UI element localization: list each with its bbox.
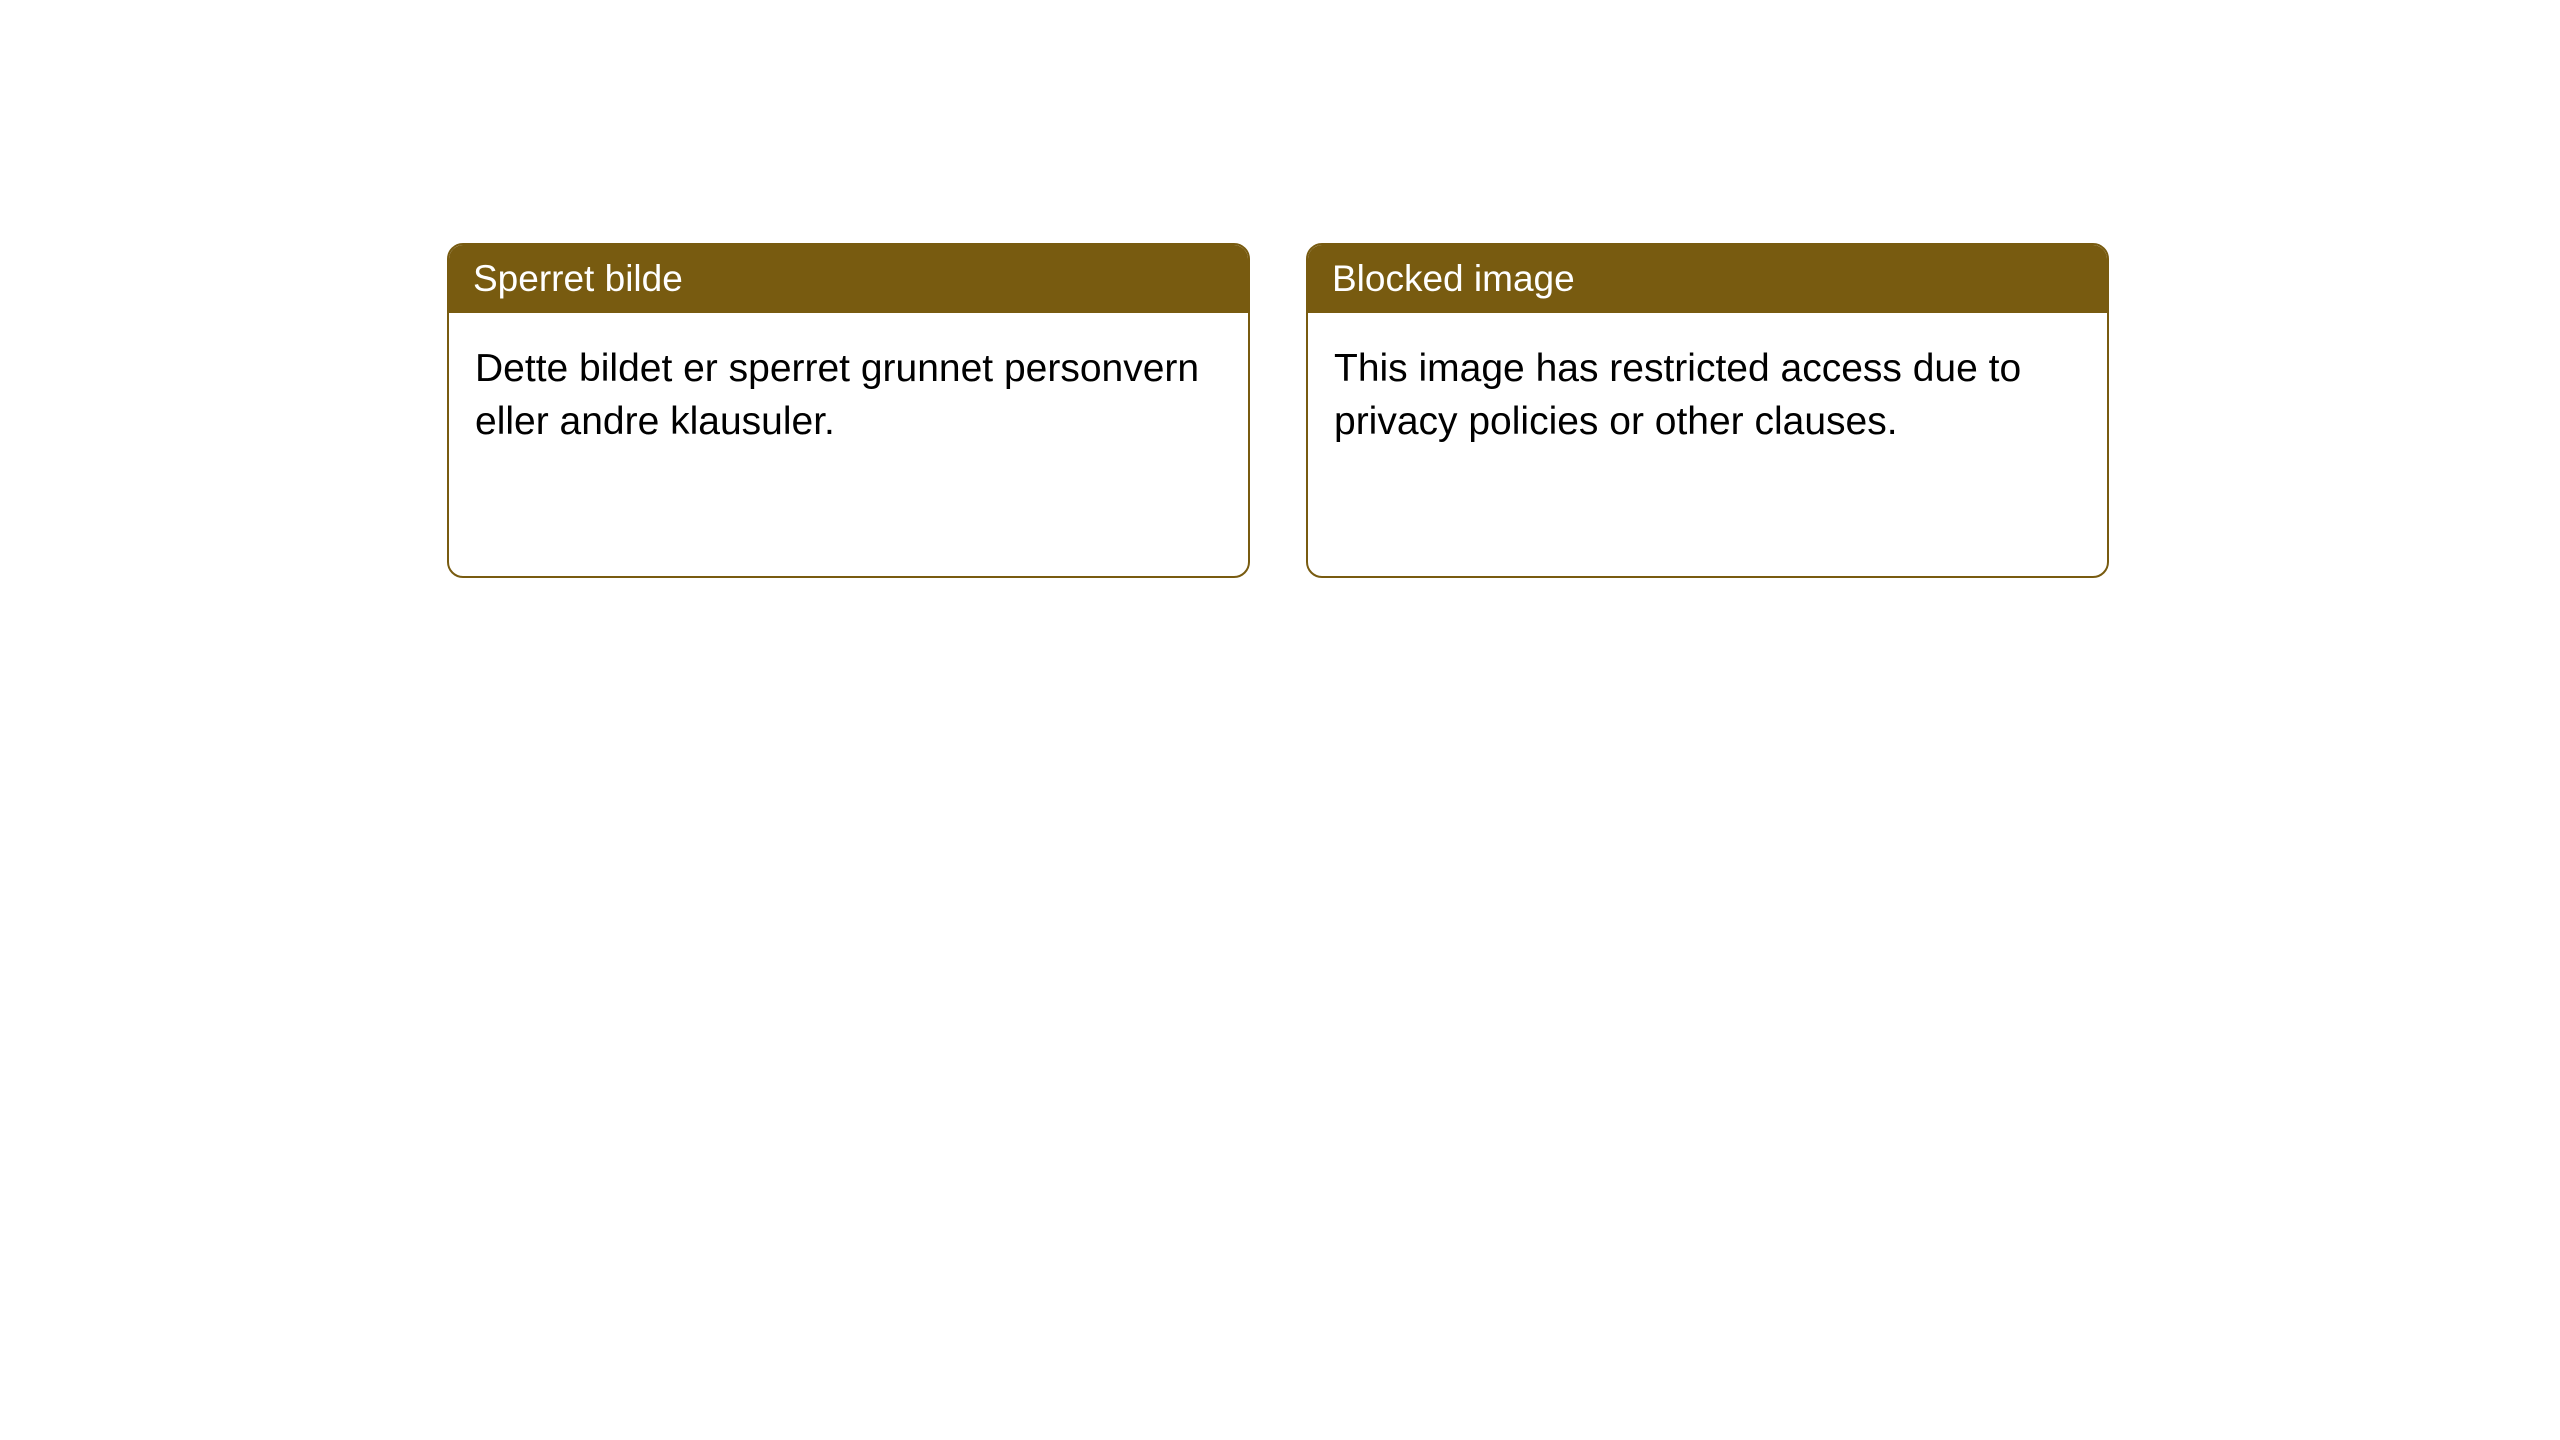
notice-card-header: Sperret bilde [449, 245, 1248, 313]
notice-card-title: Sperret bilde [473, 258, 683, 299]
notice-card-norwegian: Sperret bilde Dette bildet er sperret gr… [447, 243, 1250, 578]
notice-card-title: Blocked image [1332, 258, 1575, 299]
notice-card-english: Blocked image This image has restricted … [1306, 243, 2109, 578]
notice-card-body: This image has restricted access due to … [1308, 313, 2107, 478]
notice-card-message: This image has restricted access due to … [1334, 347, 2021, 443]
notice-cards-container: Sperret bilde Dette bildet er sperret gr… [447, 243, 2109, 578]
notice-card-message: Dette bildet er sperret grunnet personve… [475, 347, 1199, 443]
notice-card-body: Dette bildet er sperret grunnet personve… [449, 313, 1248, 478]
notice-card-header: Blocked image [1308, 245, 2107, 313]
